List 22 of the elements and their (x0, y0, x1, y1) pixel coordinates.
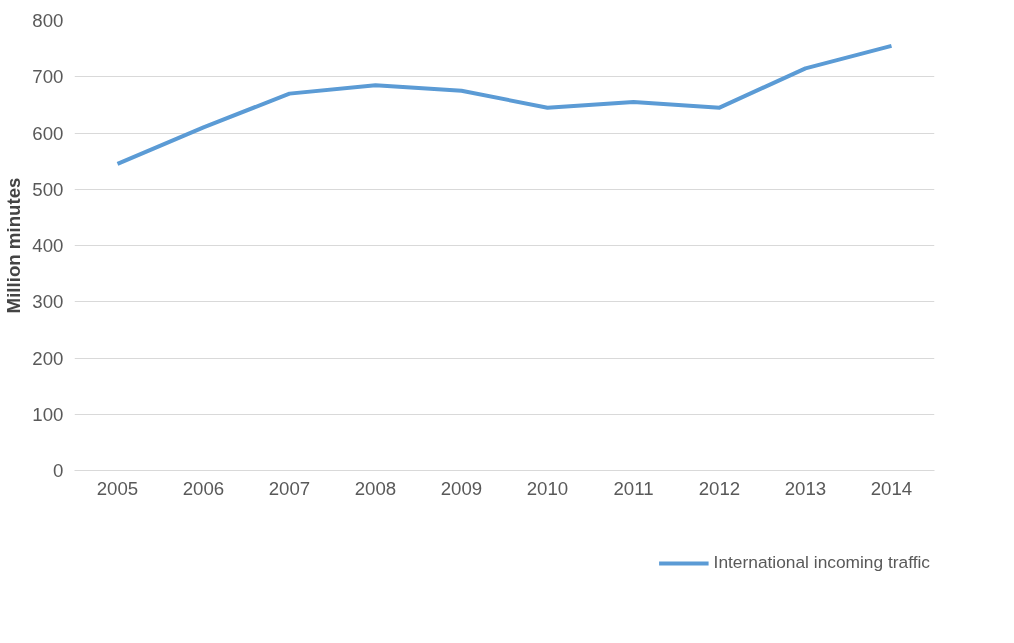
y-tick-label: 0 (53, 460, 64, 481)
y-axis-title: Million minutes (3, 177, 25, 314)
x-tick-label: 2007 (268, 477, 311, 499)
x-tick-label: 2005 (96, 477, 139, 499)
line-series (115, 43, 894, 166)
x-tick-label: 2014 (870, 477, 913, 499)
y-tick-label: 700 (32, 66, 64, 88)
legend-label: International incoming traffic (713, 552, 930, 573)
x-tick-label: 2006 (182, 477, 225, 499)
y-tick-label: 100 (32, 403, 64, 425)
y-tick-label: 400 (32, 235, 64, 256)
x-tick-label: 2008 (354, 477, 397, 499)
x-tick-label: 2013 (784, 477, 827, 499)
y-tick-label: 500 (32, 178, 64, 200)
y-tick-label: 600 (32, 122, 64, 144)
x-tick-label: 2009 (440, 477, 483, 499)
y-tick-label: 800 (32, 10, 64, 31)
x-tick-label: 2012 (698, 477, 741, 499)
y-tick-label: 300 (32, 291, 64, 313)
y-tick-label: 200 (32, 347, 64, 369)
x-tick-label: 2010 (526, 477, 569, 499)
x-tick-label: 2011 (613, 477, 654, 499)
